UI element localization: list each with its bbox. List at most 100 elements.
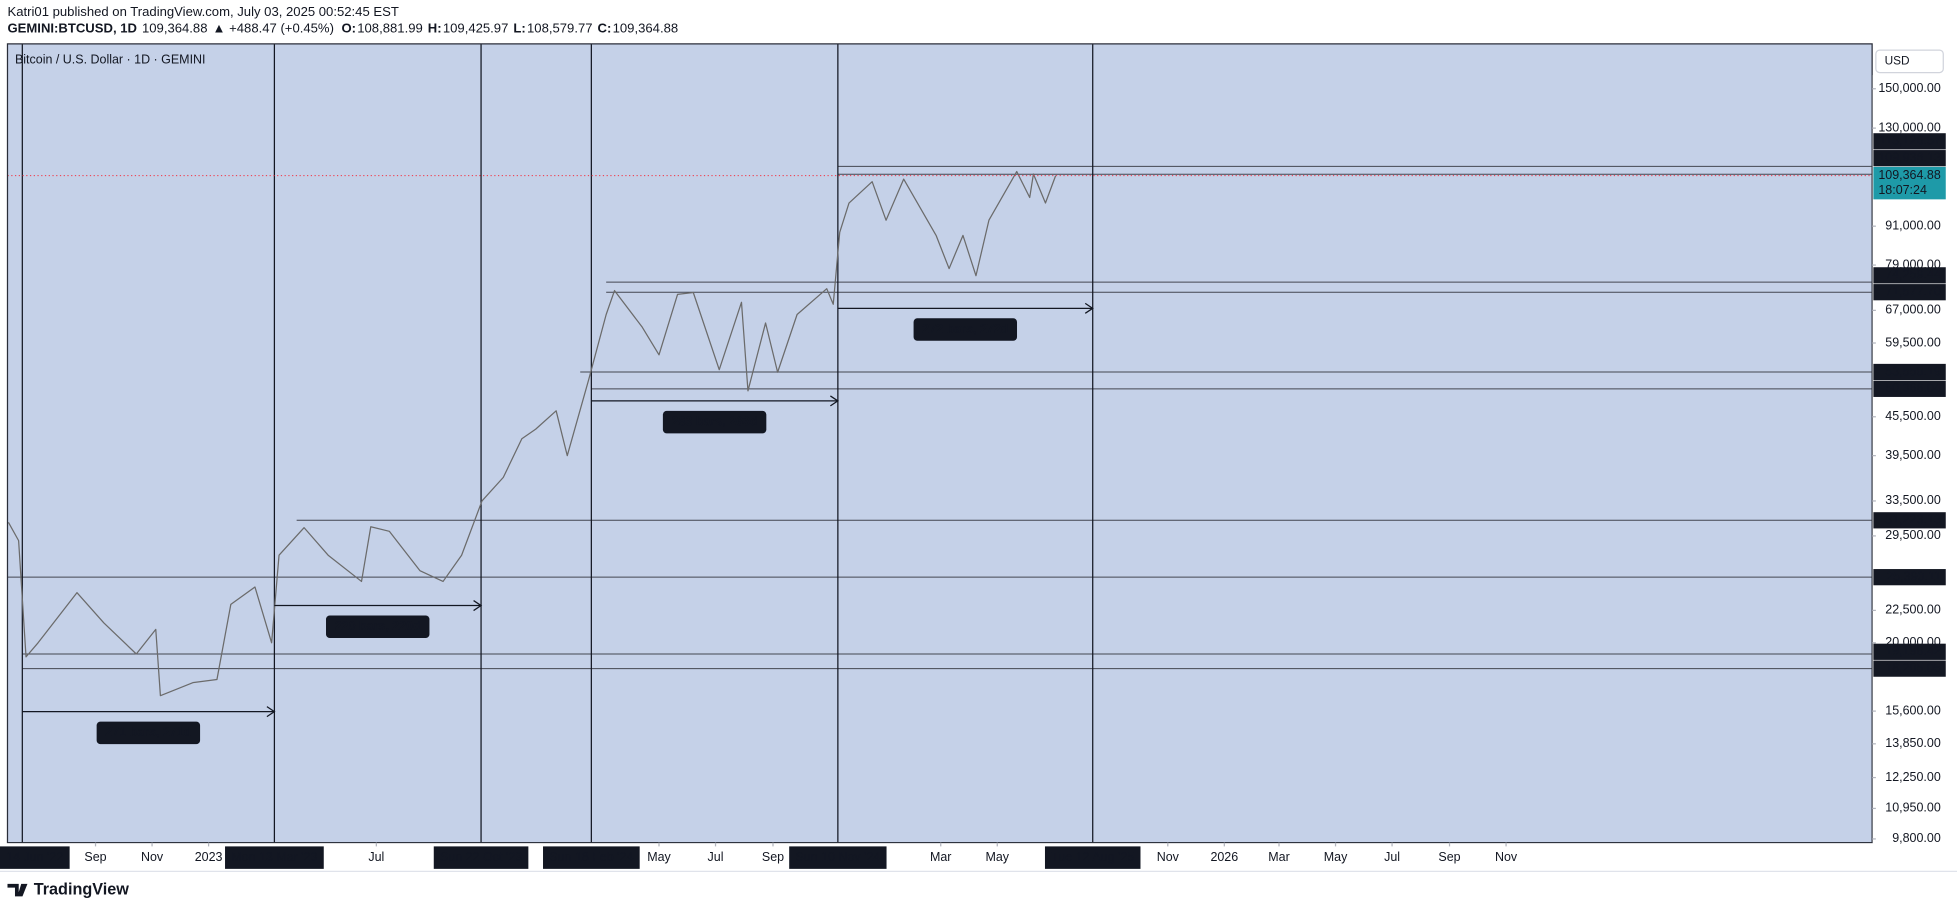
date-marker-text: Mon 13 Mar '23 — [231, 850, 317, 864]
x-tick-label: Jul — [1384, 850, 1400, 864]
ohlc-value: 109,364.88 — [613, 20, 679, 35]
level-label: 71,577.70 — [1885, 284, 1941, 298]
ohlc-value: 108,579.77 — [527, 20, 593, 35]
x-tick-label: Sep — [84, 850, 106, 864]
y-tick-label: 12,250.00 — [1885, 770, 1941, 784]
x-tick-label: Sep — [762, 850, 784, 864]
level-label-box — [1873, 380, 1946, 397]
date-marker-box — [433, 846, 529, 869]
quote-price: 109,364.88 — [142, 20, 208, 35]
footer-brand: TradingView — [34, 880, 130, 898]
ohlc-value: 109,425.97 — [443, 20, 509, 35]
countdown-label: 18:07:24 — [1878, 183, 1927, 197]
y-tick-label: 9,800.00 — [1892, 831, 1941, 845]
x-tick-label: Jul — [368, 850, 384, 864]
level-label-box — [1873, 284, 1946, 301]
chart-title: Bitcoin / U.S. Dollar · 1D · GEMINI — [15, 52, 206, 66]
x-tick-label: May — [647, 850, 671, 864]
date-marker-text: 14 Jun '22 — [6, 850, 63, 864]
x-tick-label: May — [985, 850, 1009, 864]
y-tick-label: 15,600.00 — [1885, 703, 1941, 717]
measure-label-text: 220 bars, 220d — [335, 619, 421, 633]
currency-button[interactable] — [1875, 49, 1944, 74]
measure-label-text: 272 bars, 272d — [922, 322, 1008, 336]
date-marker-text: Sun 18 Feb '24 — [549, 850, 633, 864]
last-price-box — [1873, 166, 1946, 200]
level-label-box — [1873, 569, 1946, 586]
x-tick-label: Nov — [1495, 850, 1518, 864]
y-tick-label: 67,000.00 — [1885, 303, 1941, 317]
date-marker-label: Mon 13 Mar '23 — [225, 846, 324, 869]
level-label-box — [1873, 643, 1946, 660]
level-label-box — [1873, 660, 1946, 677]
level-label-box — [1873, 133, 1946, 150]
date-marker-text: Sun 10 Nov '24 — [795, 850, 880, 864]
price-axis-bg — [1872, 75, 1957, 843]
level-label-box — [1873, 267, 1946, 284]
published-line: Katri01 published on TradingView.com, Ju… — [7, 4, 398, 19]
measure-label: 272 bars, 272d — [913, 318, 1018, 341]
date-marker-box — [1044, 846, 1141, 869]
y-tick-label: 29,500.00 — [1885, 528, 1941, 542]
level-label-box — [1873, 150, 1946, 167]
level-label-box — [1873, 363, 1946, 381]
axes-layer: 150,000.00130,000.0091,000.0079,000.0067… — [0, 75, 1957, 872]
symbol: GEMINI:BTCUSD, 1D — [7, 20, 137, 35]
x-tick-label: 2026 — [1210, 850, 1238, 864]
level-label: 50,366.04 — [1885, 381, 1941, 395]
x-tick-label: Sep — [1438, 850, 1460, 864]
level-label: 18,205.05 — [1885, 661, 1941, 675]
arrow-head — [1084, 302, 1094, 314]
ohlc-value: 108,881.99 — [357, 20, 423, 35]
date-marker-box — [543, 846, 640, 869]
currency-label[interactable]: USD — [1885, 53, 1910, 67]
quote-line: GEMINI:BTCUSD, 1D 109,364.88 ▲ +488.47 (+0… — [7, 20, 678, 35]
x-tick-label: Nov — [141, 850, 164, 864]
x-tick-label: Jul — [708, 850, 724, 864]
level-label: 19,198.42 — [1885, 644, 1941, 658]
measure-label: 263 bars, 263d — [662, 410, 767, 434]
level-label-box — [1873, 512, 1946, 529]
plot-border — [6, 43, 1873, 844]
date-marker-label: Sun 18 Feb '24 — [543, 846, 640, 869]
arrow-head — [266, 706, 276, 718]
x-tick-label: Mar — [930, 850, 951, 864]
date-marker-label: 14 Jun '22 — [0, 846, 70, 869]
x-tick-label: Mar — [1268, 850, 1289, 864]
quote-change: ▲ +488.47 (+0.45%) — [213, 20, 334, 35]
y-tick-label: 10,950.00 — [1885, 801, 1941, 815]
last-price-label: 109,364.88 — [1878, 168, 1940, 182]
footer-logo: TradingView — [7, 880, 129, 898]
y-tick-label: 33,500.00 — [1885, 493, 1941, 507]
y-tick-label: 91,000.00 — [1885, 218, 1941, 232]
plot-area — [7, 43, 1873, 843]
ohlc-key: C: — [598, 20, 612, 35]
date-marker-box — [789, 846, 887, 869]
y-tick-label: 22,500.00 — [1885, 603, 1941, 617]
level-label: 113,126.57 — [1879, 134, 1941, 148]
measure-label: 271 bars, 271d — [96, 721, 201, 745]
x-tick-label: Nov — [1157, 850, 1180, 864]
date-marker-box — [225, 846, 324, 869]
arrow-head — [473, 600, 483, 612]
y-tick-label: 59,500.00 — [1885, 335, 1941, 349]
level-label: 53,550.19 — [1885, 364, 1941, 378]
ohlc-key: O: — [341, 20, 356, 35]
measure-label-text: 271 bars, 271d — [105, 725, 191, 739]
date-marker-text: Sun 22 Oct '23 — [440, 850, 522, 864]
date-marker-box — [0, 846, 70, 869]
level-label: 31,223.13 — [1885, 513, 1941, 527]
measure-label-box — [326, 615, 430, 639]
date-marker-label: Tue 12 Aug '25 — [1044, 846, 1141, 869]
measure-label-text: 263 bars, 263d — [672, 414, 758, 428]
y-tick-label: 150,000.00 — [1878, 81, 1940, 95]
ohlc-key: H: — [428, 20, 442, 35]
level-label: 109,936.13 — [1878, 150, 1940, 164]
date-marker-label: Sun 22 Oct '23 — [433, 846, 529, 869]
measure-label-box — [662, 410, 767, 434]
measure-label: 220 bars, 220d — [326, 615, 430, 639]
level-label: 74,259.44 — [1885, 268, 1941, 282]
logo-mark — [7, 883, 28, 897]
